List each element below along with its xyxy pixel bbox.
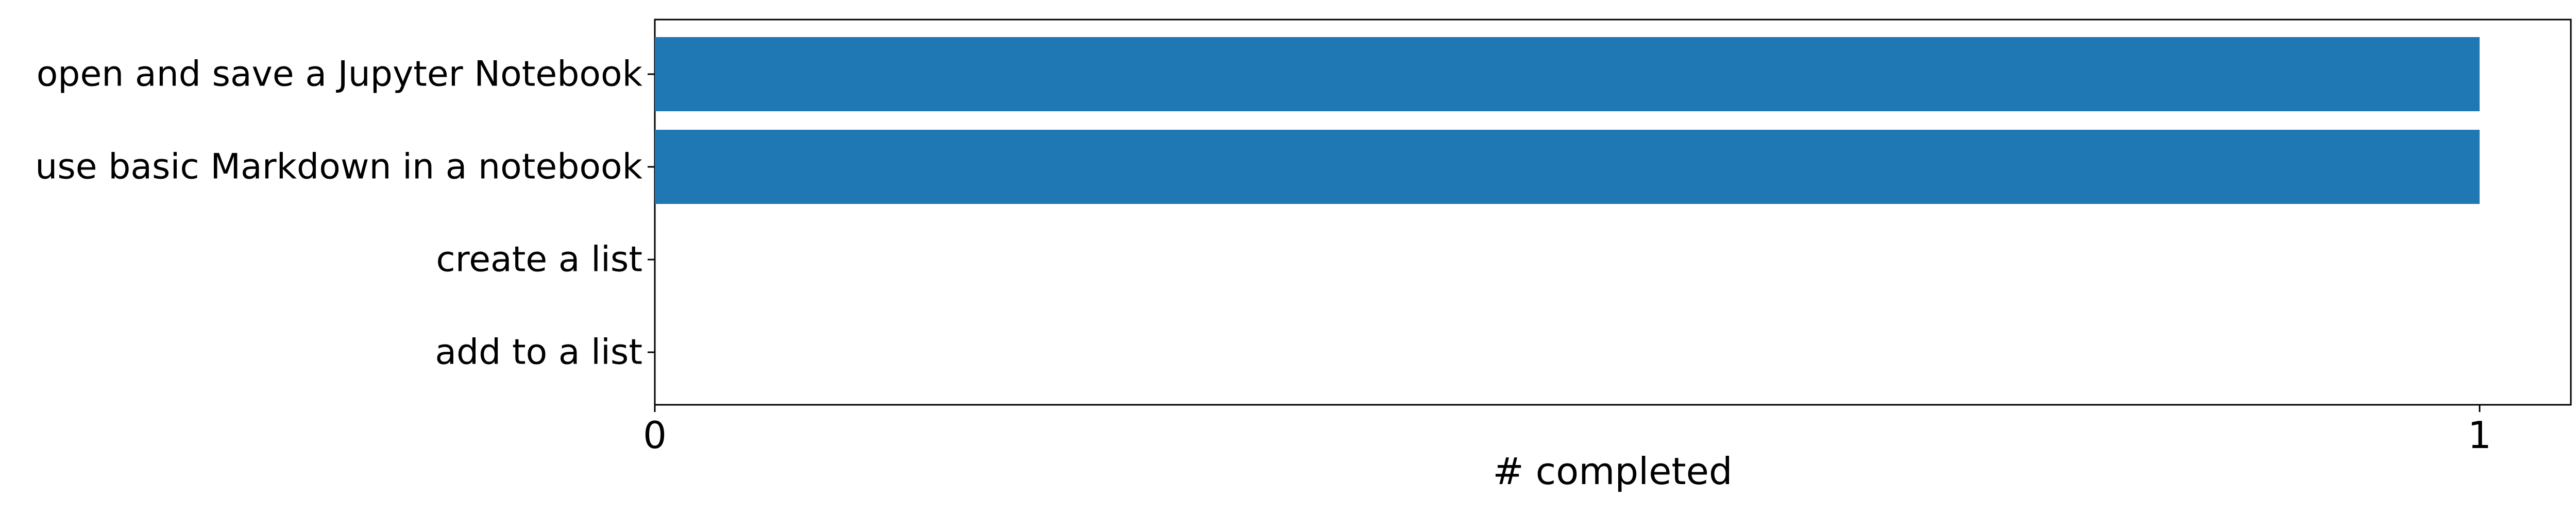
x-tick-label: 1 bbox=[2468, 414, 2492, 457]
bar bbox=[655, 130, 2480, 204]
bars-layer bbox=[655, 37, 2480, 204]
category-label: use basic Markdown in a notebook bbox=[35, 147, 642, 187]
category-label: add to a list bbox=[435, 332, 642, 373]
x-axis-label: # completed bbox=[1493, 450, 1732, 493]
plot-area-frame bbox=[654, 19, 2572, 406]
bar bbox=[655, 37, 2480, 111]
category-labels: open and save a Jupyter Notebook use basi… bbox=[35, 54, 655, 373]
category-label: open and save a Jupyter Notebook bbox=[37, 54, 643, 95]
category-label: create a list bbox=[436, 239, 642, 280]
x-tick-label: 0 bbox=[643, 414, 667, 457]
